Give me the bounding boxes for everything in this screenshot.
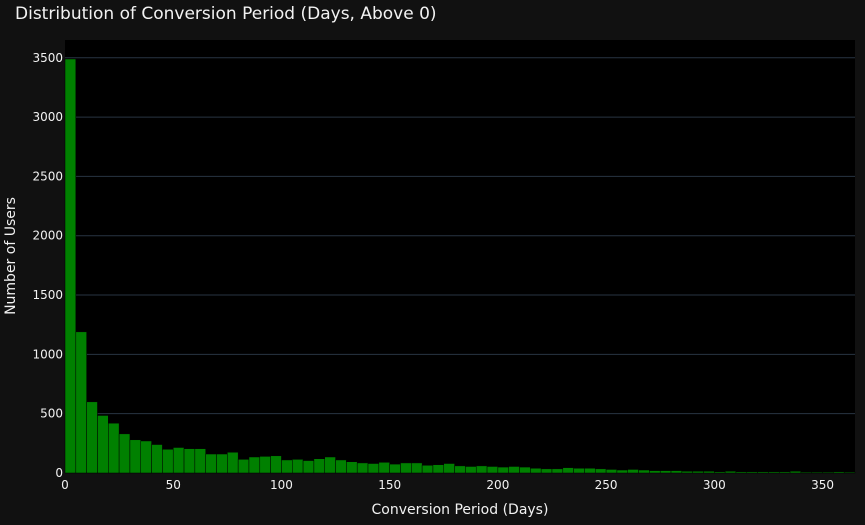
histogram-bar[interactable]	[659, 470, 672, 474]
histogram-bar[interactable]	[97, 415, 109, 474]
y-tick-label: 1500	[32, 288, 63, 302]
y-tick-label: 1000	[32, 347, 63, 361]
histogram-bar[interactable]	[432, 464, 445, 474]
histogram-bar[interactable]	[227, 451, 239, 474]
histogram-bar[interactable]	[692, 470, 704, 474]
histogram-bar[interactable]	[194, 448, 206, 474]
histogram-bar[interactable]	[292, 459, 304, 474]
histogram-bar[interactable]	[64, 58, 77, 474]
histogram-bar[interactable]	[551, 468, 564, 474]
x-tick-label: 50	[166, 478, 181, 492]
x-tick-label: 0	[61, 478, 69, 492]
histogram-bar[interactable]	[356, 462, 369, 474]
histogram-bar[interactable]	[681, 470, 693, 474]
histogram-bar[interactable]	[400, 462, 412, 474]
x-axis-label: Conversion Period (Days)	[372, 502, 549, 518]
x-tick-label: 200	[486, 478, 509, 492]
histogram-bar[interactable]	[335, 459, 347, 474]
histogram-bar[interactable]	[421, 465, 434, 474]
histogram-bar[interactable]	[573, 468, 585, 474]
histogram-bar[interactable]	[724, 470, 737, 474]
y-tick-label: 500	[40, 407, 63, 421]
grid-lines	[65, 57, 855, 415]
histogram-bar[interactable]	[443, 463, 455, 474]
y-tick-label: 2000	[32, 229, 63, 243]
histogram-bar[interactable]	[714, 471, 726, 474]
histogram-bar[interactable]	[605, 469, 618, 474]
histogram-bar[interactable]	[248, 456, 261, 474]
x-axis-ticks: 0 50 100 150 200 250 300 350	[61, 478, 834, 492]
histogram-bar[interactable]	[346, 461, 358, 474]
histogram-bar[interactable]	[86, 401, 98, 474]
histogram-bar[interactable]	[205, 453, 217, 474]
histogram-bar[interactable]	[735, 471, 748, 474]
histogram-bar[interactable]	[843, 471, 856, 474]
x-tick-label: 100	[270, 478, 293, 492]
histogram-bar[interactable]	[486, 466, 499, 474]
histogram-bar[interactable]	[616, 469, 628, 474]
histogram-bar[interactable]	[789, 470, 802, 474]
histogram-bar[interactable]	[454, 465, 466, 474]
histogram-bar[interactable]	[367, 463, 380, 474]
histogram-bar[interactable]	[811, 471, 823, 474]
histogram-bar[interactable]	[703, 470, 715, 474]
y-tick-label: 3500	[32, 51, 63, 65]
histogram-bar[interactable]	[411, 462, 423, 474]
histogram-bar[interactable]	[140, 440, 152, 474]
histogram-bar[interactable]	[800, 471, 812, 474]
histogram-bar[interactable]	[75, 331, 87, 474]
y-tick-label: 2500	[32, 169, 63, 183]
histogram-bar[interactable]	[595, 468, 607, 474]
y-tick-label: 0	[55, 466, 63, 480]
x-tick-label: 250	[595, 478, 618, 492]
histogram-bar[interactable]	[508, 466, 520, 474]
histogram-bar[interactable]	[540, 468, 553, 474]
chart-title: Distribution of Conversion Period (Days,…	[15, 4, 437, 24]
histogram-bar[interactable]	[475, 465, 488, 474]
histogram-bar[interactable]	[313, 458, 325, 474]
x-tick-label: 350	[811, 478, 834, 492]
histogram-bar[interactable]	[746, 471, 758, 474]
histogram-bar[interactable]	[162, 449, 174, 474]
histogram-bar[interactable]	[822, 471, 834, 474]
x-tick-label: 300	[703, 478, 726, 492]
histogram-bar[interactable]	[259, 456, 271, 474]
x-tick-label: 150	[378, 478, 401, 492]
histogram-bar[interactable]	[638, 469, 650, 474]
histogram-bar[interactable]	[584, 468, 596, 474]
histogram-bar[interactable]	[270, 455, 282, 474]
plot-background	[65, 40, 855, 473]
histogram-bar[interactable]	[216, 453, 228, 474]
histogram-bar[interactable]	[389, 463, 401, 474]
histogram-bar[interactable]	[465, 466, 477, 474]
histogram-bar[interactable]	[129, 439, 142, 474]
histogram-bar[interactable]	[378, 462, 390, 474]
histogram-bar[interactable]	[519, 466, 531, 474]
histogram-bar[interactable]	[172, 447, 185, 474]
histogram-bar[interactable]	[757, 471, 769, 474]
histogram-bar[interactable]	[562, 467, 574, 474]
bars	[64, 58, 856, 474]
histogram-bar[interactable]	[281, 459, 293, 474]
histogram-bar[interactable]	[670, 470, 683, 474]
histogram-bar[interactable]	[118, 433, 131, 474]
histogram-bar[interactable]	[108, 422, 120, 474]
histogram-bar[interactable]	[302, 460, 315, 474]
histogram-bar[interactable]	[530, 468, 542, 474]
histogram-bar[interactable]	[649, 470, 661, 474]
histogram-bar[interactable]	[778, 471, 791, 474]
y-axis-ticks: 0 500 1000 1500 2000 2500 3000 3500	[32, 51, 63, 480]
histogram-bar[interactable]	[497, 466, 509, 474]
histogram-bar[interactable]	[324, 456, 336, 474]
histogram-bar[interactable]	[768, 471, 780, 474]
y-tick-label: 3000	[32, 110, 63, 124]
histogram-bar[interactable]	[627, 469, 639, 474]
histogram-bar[interactable]	[151, 444, 163, 474]
histogram-bar[interactable]	[237, 459, 250, 474]
histogram-bar[interactable]	[833, 471, 845, 474]
y-axis-label: Number of Users	[3, 197, 19, 315]
histogram-bar[interactable]	[183, 448, 196, 474]
